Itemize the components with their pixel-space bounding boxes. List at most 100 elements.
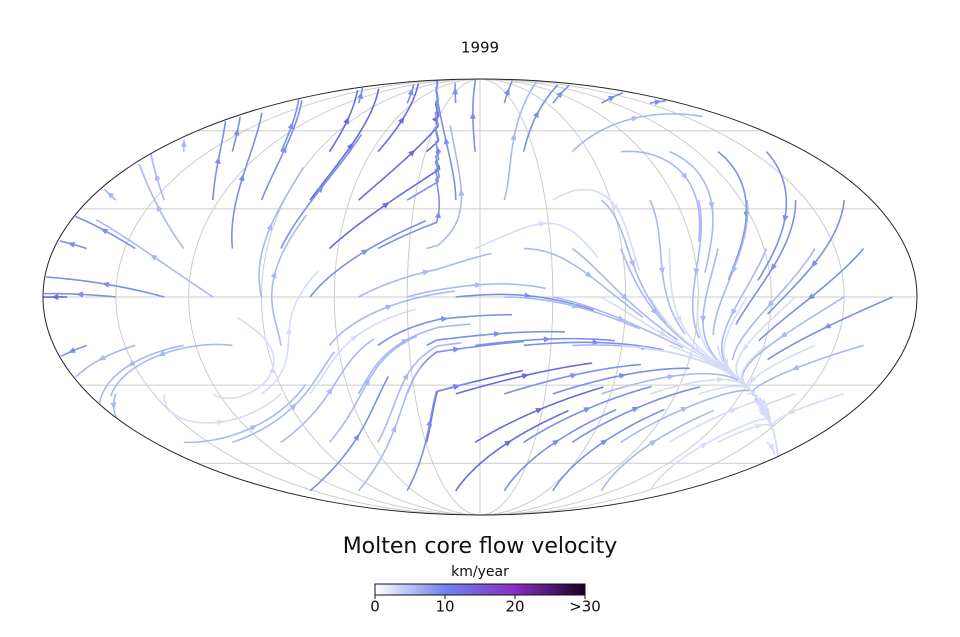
arrowhead: [600, 439, 608, 446]
arrowhead: [266, 223, 273, 231]
arrowhead: [214, 156, 221, 165]
arrowhead: [408, 149, 416, 157]
arrowhead: [767, 300, 775, 308]
arrowhead: [443, 137, 450, 145]
arrowhead: [361, 249, 369, 256]
streamline: [757, 151, 788, 281]
streamline: [357, 323, 471, 395]
streamline: [406, 340, 524, 395]
colorbar-tick-label: 10: [435, 598, 454, 616]
arrowhead: [731, 266, 738, 274]
arrowhead: [68, 347, 76, 353]
arrowhead: [316, 185, 324, 193]
arrowhead: [539, 220, 547, 227]
globe-outline: [42, 78, 918, 516]
streamline: [474, 222, 599, 258]
arrowhead: [402, 372, 409, 381]
arrowhead: [533, 110, 540, 119]
colorbar-title: Molten core flow velocity: [343, 534, 618, 559]
arrowhead: [493, 331, 501, 338]
streamlines: [43, 79, 894, 492]
arrowhead: [658, 330, 667, 337]
arrowhead: [650, 307, 658, 315]
meridian: [479, 79, 845, 515]
streamline: [600, 409, 714, 492]
arrowhead: [618, 372, 627, 379]
colorbar-tick-label: 0: [370, 598, 380, 616]
arrowhead: [157, 350, 166, 357]
streamline: [503, 81, 538, 201]
arrowhead: [474, 282, 483, 289]
arrowhead: [422, 269, 430, 276]
arrowhead: [631, 406, 640, 413]
arrowhead: [524, 292, 532, 299]
streamline: [771, 393, 845, 454]
arrowhead: [101, 281, 110, 288]
arrowhead: [649, 439, 657, 447]
arrowhead: [510, 133, 517, 141]
arrowhead: [570, 372, 578, 379]
arrowhead: [398, 116, 405, 125]
meridian: [333, 79, 481, 515]
arrowhead: [434, 210, 441, 219]
streamline: [552, 188, 641, 272]
arrowhead: [687, 353, 696, 360]
streamline: [110, 343, 233, 397]
streamline: [620, 389, 750, 444]
graticule: [43, 79, 917, 515]
arrowhead: [700, 315, 707, 323]
map-title: 1999: [461, 39, 499, 57]
arrowhead: [743, 211, 750, 219]
streamline: [523, 385, 652, 444]
arrowhead: [326, 387, 333, 395]
streamline: [649, 199, 686, 335]
arrowhead: [722, 359, 729, 367]
arrowhead: [675, 315, 682, 323]
arrowhead: [100, 228, 109, 235]
arrowhead: [382, 202, 390, 209]
arrowhead: [780, 331, 788, 338]
arrowhead: [571, 302, 580, 309]
arrowhead: [629, 259, 635, 268]
streamline: [669, 150, 714, 273]
arrowhead: [556, 91, 564, 99]
arrowhead: [156, 204, 163, 212]
streamline: [552, 367, 690, 395]
arrowhead: [385, 304, 393, 311]
streamline: [760, 393, 796, 454]
arrowhead: [426, 418, 433, 427]
arrowhead: [667, 373, 676, 380]
streamline: [717, 151, 748, 281]
arrowhead: [714, 358, 722, 366]
streamline: [735, 296, 797, 406]
arrowhead: [729, 408, 738, 414]
streamline: [328, 290, 456, 346]
arrowhead: [350, 335, 358, 342]
arrowhead: [583, 407, 592, 413]
arrowhead: [353, 433, 360, 442]
streamline: [377, 342, 462, 443]
arrowhead: [742, 343, 749, 352]
arrowhead: [452, 346, 461, 353]
meridian: [188, 79, 481, 515]
colorbar-tick-label: >30: [569, 598, 601, 616]
arrowhead: [693, 346, 701, 353]
arrowhead: [620, 293, 628, 301]
arrowhead: [217, 419, 225, 426]
arrowhead: [67, 241, 76, 248]
arrowhead: [708, 202, 715, 210]
arrowhead: [731, 308, 737, 316]
arrowhead: [584, 271, 593, 278]
arrowhead: [811, 260, 818, 268]
arrowhead: [357, 91, 364, 100]
streamline: [258, 166, 305, 298]
arrowhead: [503, 88, 510, 96]
streamline: [504, 363, 641, 395]
streamline: [183, 384, 307, 444]
arrowhead: [289, 403, 297, 411]
arrowhead: [658, 267, 665, 275]
arrowhead: [768, 443, 774, 452]
streamline: [358, 252, 492, 298]
streamline: [571, 386, 701, 444]
